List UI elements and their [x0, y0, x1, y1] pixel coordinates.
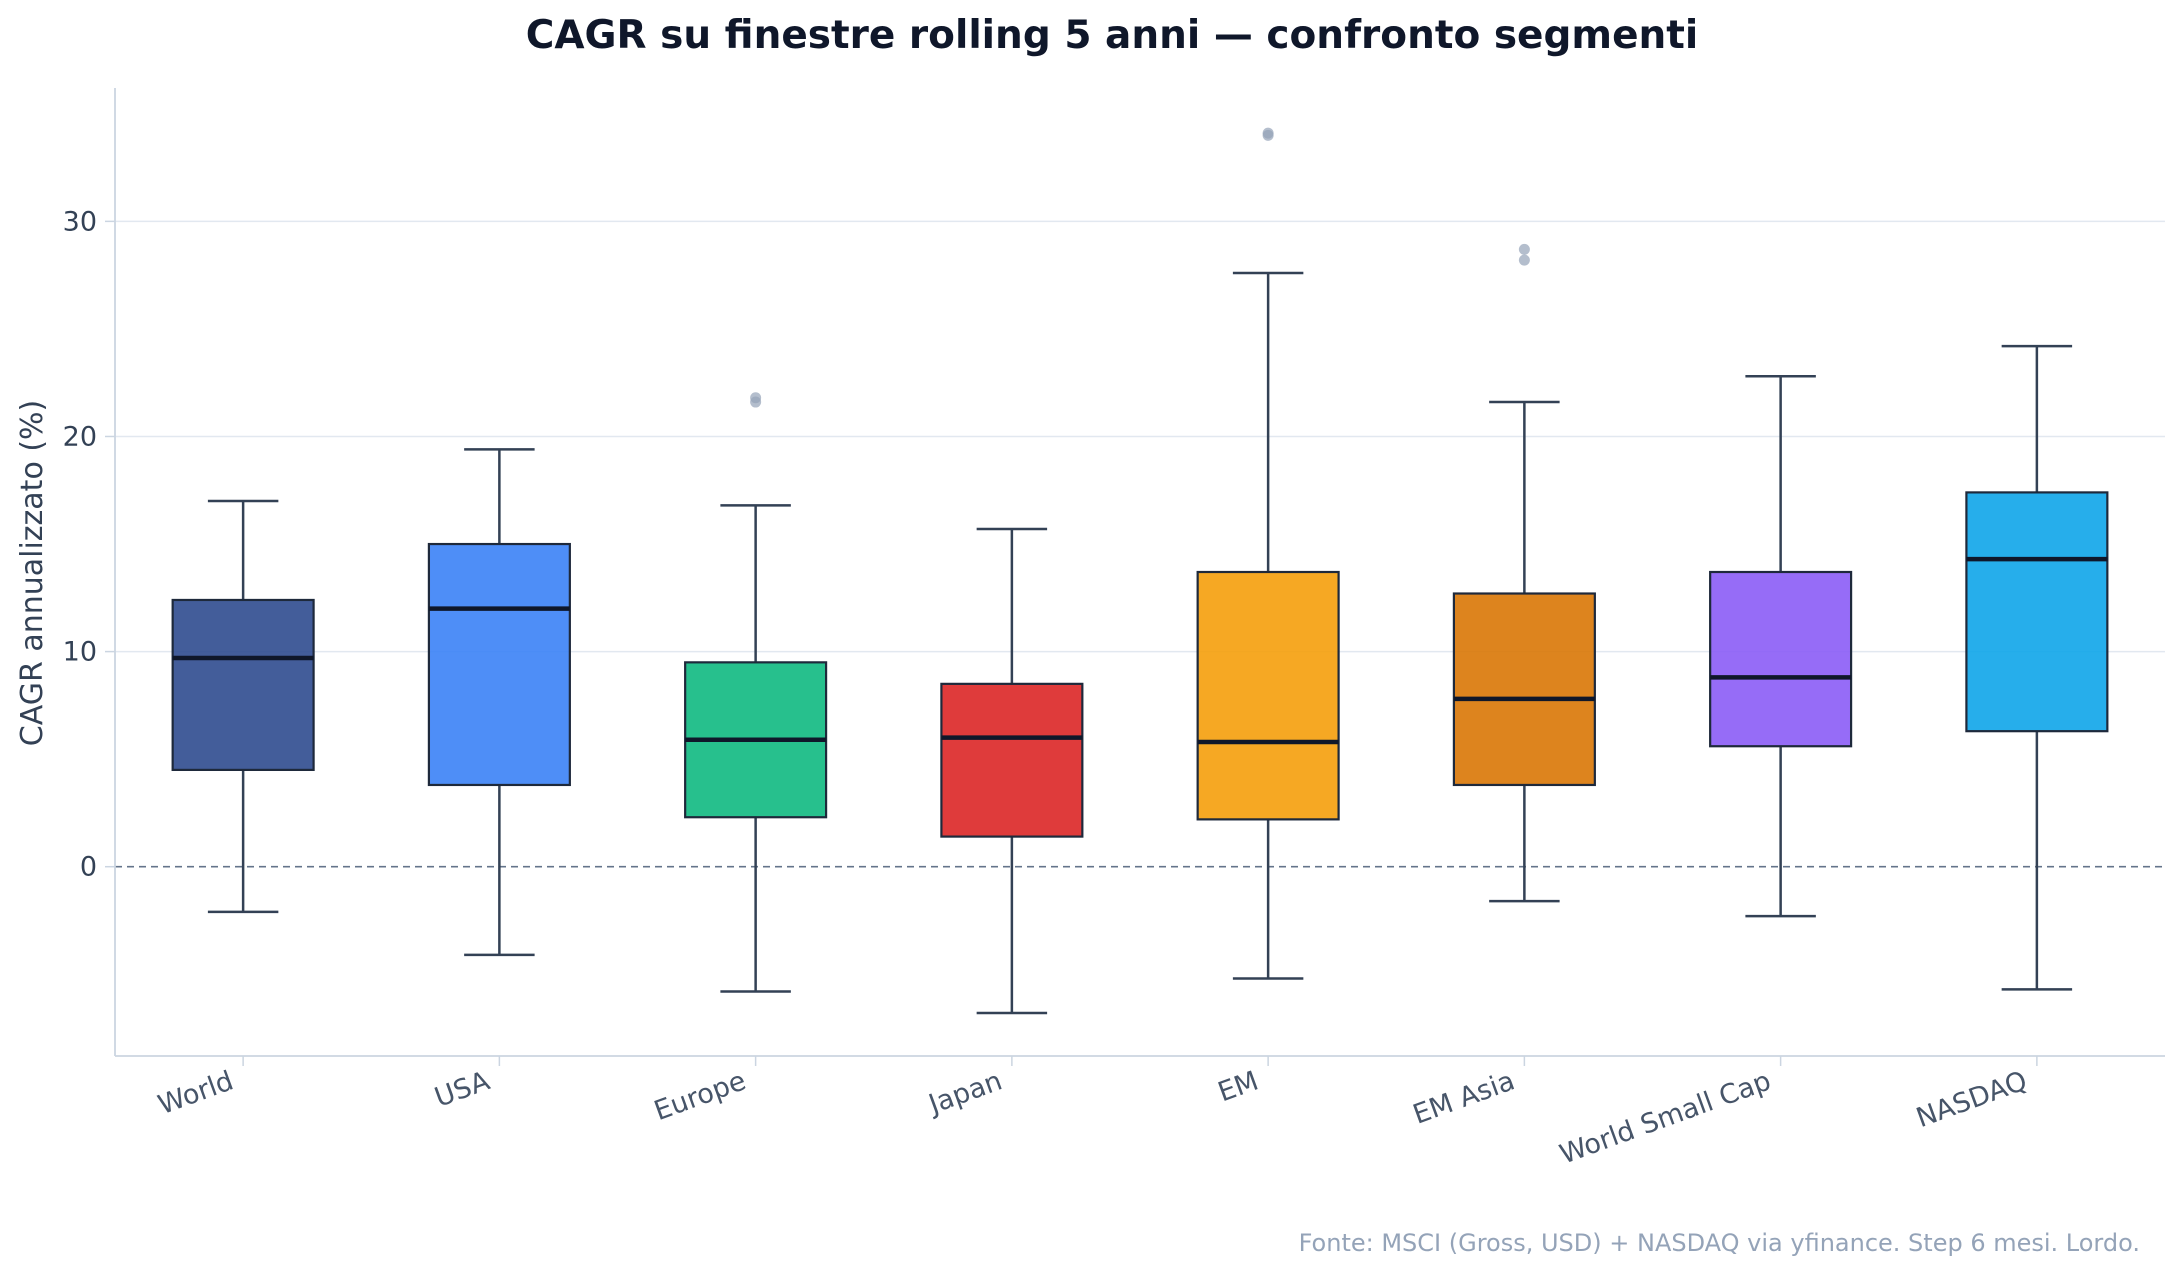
- box-europe: [684, 392, 828, 993]
- y-tick-label: 20: [63, 421, 97, 452]
- box-nasdaq: [1965, 344, 2109, 991]
- x-axis-ticks: World USA Europe Japan EM EM Asia World Small …: [154, 1056, 2038, 1171]
- outlier-point: [1518, 243, 1530, 255]
- x-tick-label-usa: USA: [431, 1065, 495, 1113]
- box-world-small-cap: [1709, 374, 1853, 918]
- x-tick-label-europe: Europe: [650, 1065, 750, 1127]
- x-tick-label-japan: Japan: [923, 1065, 1006, 1121]
- outlier-point: [750, 392, 762, 404]
- boxes: [171, 127, 2109, 1015]
- x-tick-label-world: World: [154, 1065, 237, 1121]
- box-usa: [427, 448, 571, 957]
- box-iqr: [427, 542, 571, 787]
- outlier-point: [1518, 254, 1530, 266]
- chart-title: CAGR su finestre rolling 5 anni — confro…: [526, 13, 1699, 58]
- box-iqr: [1709, 570, 1853, 748]
- source-note: Fonte: MSCI (Gross, USD) + NASDAQ via yf…: [1299, 1229, 2140, 1257]
- x-tick-label-em: EM: [1214, 1065, 1263, 1108]
- x-tick-label-em-asia: EM Asia: [1409, 1065, 1519, 1130]
- x-tick-label-nasdaq: NASDAQ: [1912, 1065, 2031, 1134]
- y-tick-label: 10: [63, 637, 97, 668]
- y-axis-ticks: 0 10 20 30: [63, 206, 115, 883]
- box-iqr: [1452, 592, 1596, 787]
- box-iqr: [1965, 491, 2109, 733]
- box-em: [1196, 127, 1340, 980]
- y-tick-label: 30: [63, 206, 97, 237]
- axes: [114, 88, 2165, 1057]
- box-em-asia: [1452, 243, 1596, 903]
- box-iqr: [940, 682, 1084, 838]
- gridlines: [115, 220, 2165, 653]
- box-iqr: [171, 598, 315, 772]
- y-tick-label: 0: [80, 852, 97, 883]
- box-world: [171, 499, 315, 914]
- x-tick-label-world-small-cap: World Small Cap: [1556, 1065, 1775, 1170]
- outlier-point: [1262, 127, 1274, 139]
- y-axis-label: CAGR annualizzato (%): [15, 400, 50, 747]
- box-iqr: [1196, 570, 1340, 821]
- box-japan: [940, 527, 1084, 1015]
